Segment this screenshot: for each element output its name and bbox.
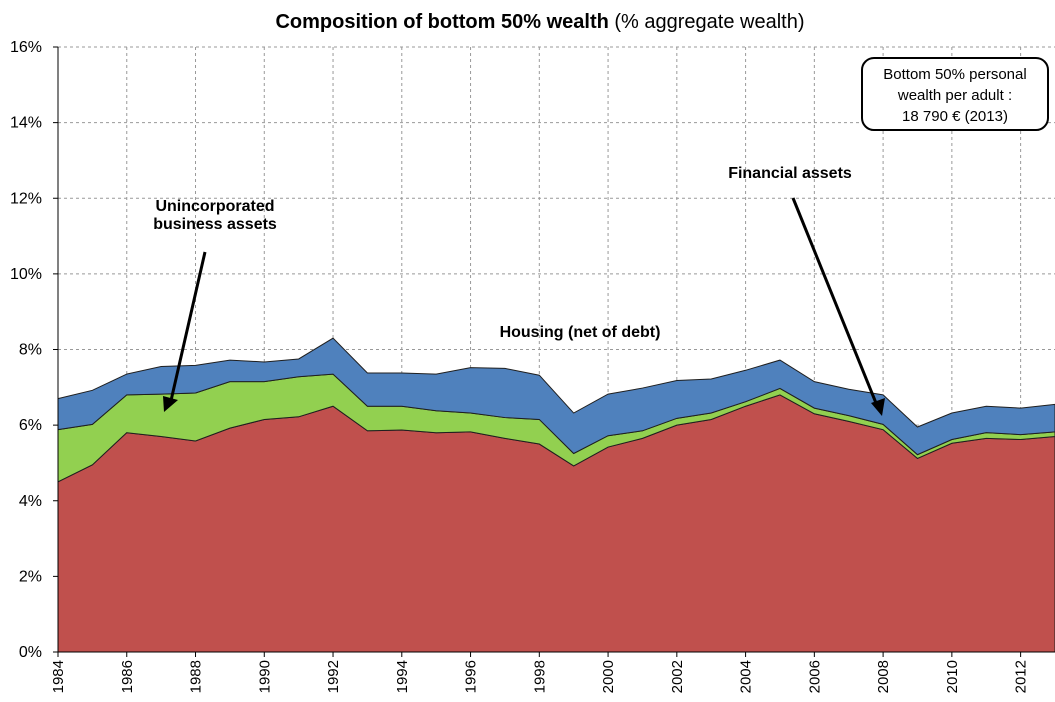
axes: 0% 2% 4% 6% 8% 10% 12% 14% 16% 1984 1986 1988 1990 19… bbox=[10, 39, 1055, 693]
chart-title-group: Composition of bottom 50% wealth (% aggr… bbox=[275, 11, 804, 33]
x-tick-label: 2008 bbox=[875, 660, 892, 693]
note-line: wealth per adult : bbox=[897, 87, 1012, 104]
chart-title-note: (% aggregate wealth) bbox=[614, 11, 804, 33]
y-tick-label: 16% bbox=[10, 39, 42, 56]
x-tick-label: 1992 bbox=[325, 660, 342, 693]
arrow bbox=[791, 197, 880, 409]
chart-title: Composition of bottom 50% wealth bbox=[275, 11, 608, 33]
note-line: 18 790 € (2013) bbox=[902, 108, 1008, 125]
x-tick-label: 1988 bbox=[188, 660, 205, 693]
series-label: Unincorporated business assets bbox=[153, 198, 277, 233]
arrow-head bbox=[163, 396, 178, 412]
y-tick-label: 0% bbox=[19, 644, 42, 661]
x-tick-label: 1986 bbox=[119, 660, 136, 693]
note-text: Bottom 50% personal wealth per adult : 18 … bbox=[883, 66, 1026, 125]
y-tick-label: 12% bbox=[10, 190, 42, 207]
note-line: Bottom 50% personal bbox=[883, 66, 1026, 83]
x-tick-label: 2012 bbox=[1013, 660, 1030, 693]
y-tick-label: 6% bbox=[19, 417, 42, 434]
x-tick-label: 1996 bbox=[463, 660, 480, 693]
x-tick-label: 2004 bbox=[738, 660, 755, 693]
y-tick-label: 2% bbox=[19, 568, 42, 585]
y-tick-label: 14% bbox=[10, 115, 42, 132]
note-box bbox=[861, 57, 1049, 131]
y-tick-label: 8% bbox=[19, 342, 42, 359]
x-tick-label: 1990 bbox=[256, 660, 273, 693]
x-tick-label: 2000 bbox=[600, 660, 617, 693]
x-tick-label: 2002 bbox=[669, 660, 686, 693]
y-tick-label: 4% bbox=[19, 493, 42, 510]
areas bbox=[57, 337, 1055, 653]
x-tick-label: 1984 bbox=[50, 660, 67, 693]
arrow-head bbox=[871, 398, 885, 416]
series-label: Housing (net of debt) bbox=[499, 324, 661, 341]
arrow bbox=[168, 251, 207, 406]
x-tick-label: 1998 bbox=[531, 660, 548, 693]
x-tick-label: 2010 bbox=[944, 660, 961, 693]
y-tick-label: 10% bbox=[10, 266, 42, 283]
area bbox=[57, 337, 1055, 456]
series-label: Financial assets bbox=[728, 165, 852, 182]
x-tick-label: 2006 bbox=[806, 660, 823, 693]
x-tick-label: 1994 bbox=[394, 660, 411, 693]
